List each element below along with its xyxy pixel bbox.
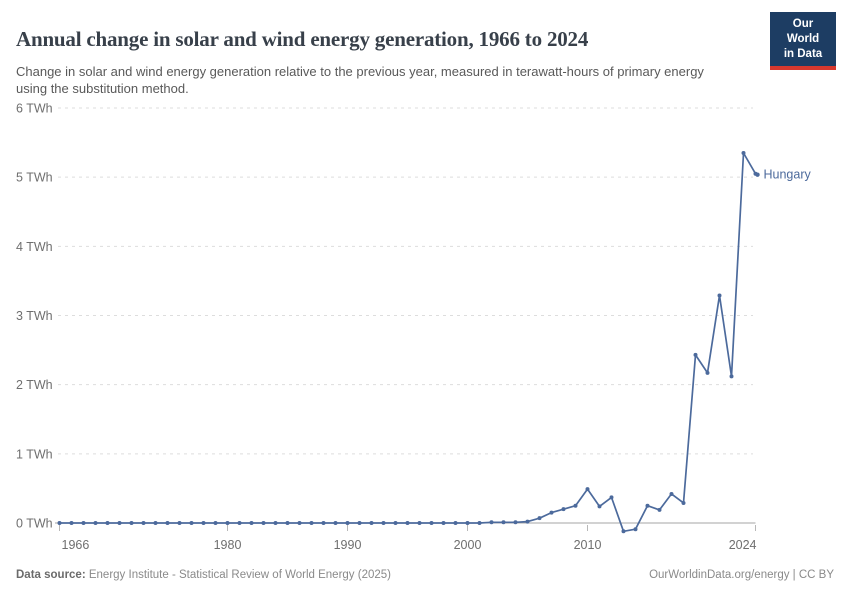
- data-point[interactable]: [309, 521, 314, 525]
- data-point[interactable]: [81, 521, 86, 525]
- y-axis-tick-label: 1 TWh: [16, 447, 53, 461]
- data-point[interactable]: [237, 521, 242, 525]
- data-point[interactable]: [645, 503, 650, 508]
- data-source-text: Energy Institute - Statistical Review of…: [85, 569, 391, 581]
- data-point[interactable]: [465, 521, 470, 525]
- data-point[interactable]: [657, 507, 662, 512]
- x-axis-tick-label: 1990: [334, 538, 362, 552]
- data-point[interactable]: [501, 520, 506, 525]
- data-point[interactable]: [93, 521, 98, 525]
- chart-footer: Data source: Energy Institute - Statisti…: [16, 569, 834, 581]
- data-point[interactable]: [201, 521, 206, 525]
- series-end-dot: [755, 172, 760, 177]
- data-point[interactable]: [429, 521, 434, 525]
- x-axis-tick-label: 2010: [574, 538, 602, 552]
- data-point[interactable]: [585, 487, 590, 492]
- data-point[interactable]: [69, 521, 74, 525]
- data-point[interactable]: [333, 521, 338, 525]
- data-point[interactable]: [669, 491, 674, 496]
- owid-logo-line1: Our World: [786, 18, 820, 45]
- y-axis-tick-label: 0 TWh: [16, 517, 53, 531]
- data-point[interactable]: [405, 521, 410, 525]
- x-axis-tick-label: 2024: [729, 538, 757, 552]
- data-point[interactable]: [477, 521, 482, 525]
- owid-logo[interactable]: Our World in Data: [770, 12, 836, 70]
- data-point[interactable]: [57, 521, 62, 525]
- data-point[interactable]: [153, 521, 158, 525]
- data-point[interactable]: [297, 521, 302, 525]
- data-point[interactable]: [717, 293, 722, 298]
- series-line: [58, 152, 757, 533]
- data-point[interactable]: [249, 521, 254, 525]
- data-point[interactable]: [417, 521, 422, 525]
- data-point[interactable]: [189, 521, 194, 525]
- data-point[interactable]: [261, 521, 266, 525]
- data-point[interactable]: [441, 521, 446, 525]
- data-point[interactable]: [489, 520, 494, 525]
- data-point[interactable]: [729, 374, 734, 379]
- data-source-label: Data source:: [16, 569, 86, 581]
- data-point[interactable]: [693, 352, 698, 357]
- data-point[interactable]: [357, 521, 362, 525]
- x-axis-tick-label: 1980: [214, 538, 242, 552]
- y-axis-tick-label: 6 TWh: [16, 102, 53, 116]
- data-point[interactable]: [393, 521, 398, 525]
- data-point[interactable]: [345, 521, 350, 525]
- data-point[interactable]: [381, 521, 386, 525]
- data-point[interactable]: [273, 521, 278, 525]
- chart-subtitle: Change in solar and wind energy generati…: [16, 64, 704, 97]
- series-end-label[interactable]: Hungary: [764, 168, 812, 182]
- data-point[interactable]: [285, 521, 290, 525]
- data-point[interactable]: [705, 370, 710, 375]
- data-point[interactable]: [573, 503, 578, 508]
- y-axis-tick-label: 5 TWh: [16, 171, 53, 185]
- data-point[interactable]: [105, 521, 110, 525]
- data-source: Data source: Energy Institute - Statisti…: [16, 569, 391, 581]
- data-point[interactable]: [633, 527, 638, 532]
- data-point[interactable]: [453, 521, 458, 525]
- data-point[interactable]: [177, 521, 182, 525]
- data-point[interactable]: [621, 529, 626, 534]
- data-point[interactable]: [117, 521, 122, 525]
- data-point[interactable]: [681, 500, 686, 505]
- y-axis-tick-label: 3 TWh: [16, 309, 53, 323]
- x-axis-tick-label: 2000: [454, 538, 482, 552]
- chart-title: Annual change in solar and wind energy g…: [16, 27, 589, 52]
- data-point[interactable]: [537, 516, 542, 521]
- data-point[interactable]: [165, 521, 170, 525]
- data-point[interactable]: [609, 495, 614, 500]
- data-point[interactable]: [129, 521, 134, 525]
- data-point[interactable]: [321, 521, 326, 525]
- data-point[interactable]: [213, 521, 218, 525]
- data-point[interactable]: [597, 504, 602, 509]
- data-point[interactable]: [561, 507, 566, 512]
- x-axis-tick-label: 1966: [62, 538, 90, 552]
- data-point[interactable]: [549, 510, 554, 515]
- y-axis-tick-label: 2 TWh: [16, 378, 53, 392]
- credit-line[interactable]: OurWorldinData.org/energy | CC BY: [649, 569, 834, 581]
- owid-logo-line2: in Data: [783, 47, 823, 60]
- y-axis-tick-label: 4 TWh: [16, 240, 53, 254]
- data-point[interactable]: [525, 519, 530, 524]
- data-point[interactable]: [141, 521, 146, 525]
- data-point[interactable]: [225, 521, 230, 525]
- data-point[interactable]: [741, 150, 746, 155]
- data-point[interactable]: [513, 520, 518, 525]
- data-point[interactable]: [369, 521, 374, 525]
